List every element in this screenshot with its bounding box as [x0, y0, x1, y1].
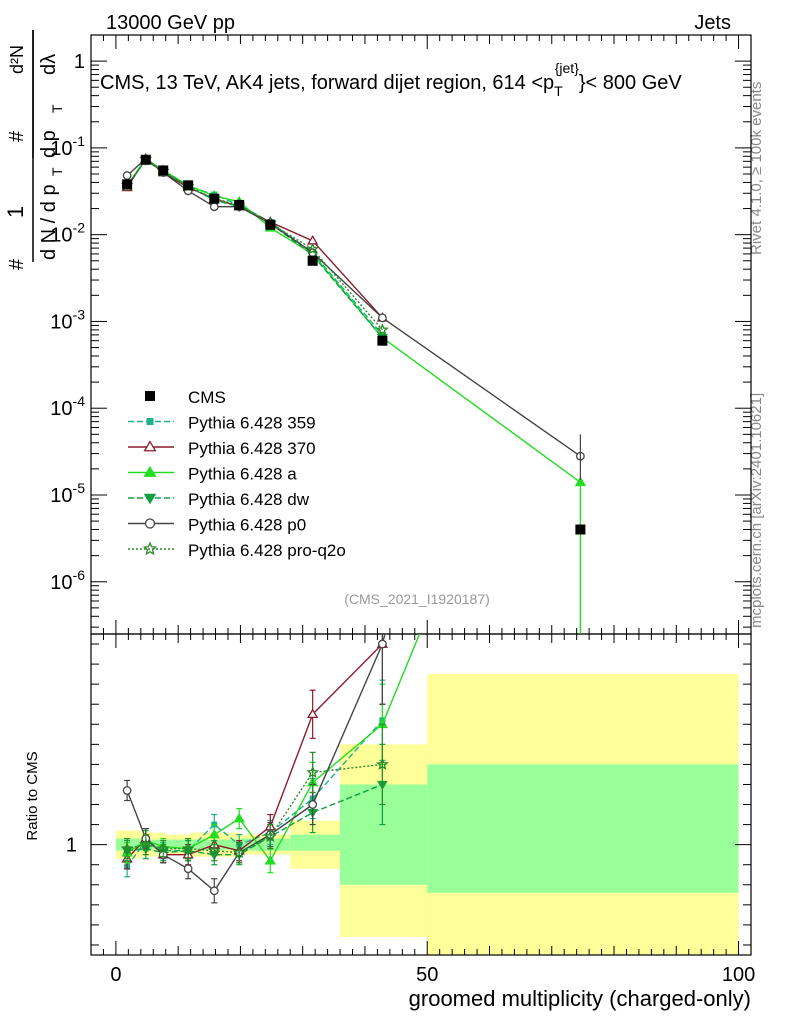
- header-right-label: Jets: [694, 12, 731, 34]
- legend-cms-marker: [145, 391, 155, 401]
- y-label-hash-2: #: [6, 130, 28, 142]
- ratio-marker-5: [232, 845, 246, 859]
- plot-title-sup: {jet}: [555, 60, 579, 76]
- cms-data-point: [140, 154, 151, 165]
- y-label-hash: #: [6, 258, 28, 270]
- y-label-T-2: T: [49, 104, 65, 113]
- ratio-marker-2: [264, 854, 276, 865]
- ratio-marker-2: [576, 238, 585, 246]
- ratio-marker-4: [122, 786, 132, 795]
- x-axis-label: groomed multiplicity (charged-only): [409, 986, 751, 1011]
- y-tick-label: 10-3: [50, 306, 85, 333]
- y-label-one: 1: [3, 206, 28, 218]
- legend-marker-2: [143, 465, 157, 477]
- mcplots-credit-label: mcplots.cern.ch [arXiv:2401.10621]: [748, 393, 765, 628]
- y-tick-label: 10-4: [50, 393, 85, 420]
- ratio-marker-5: [306, 765, 320, 778]
- series-marker-4: [377, 313, 387, 323]
- series-marker-4: [122, 171, 132, 180]
- series-marker-4: [209, 202, 219, 212]
- cms-data-point: [183, 180, 194, 191]
- x-tick-label: 0: [110, 964, 121, 986]
- y-tick-label: 10-5: [50, 480, 85, 507]
- ratio-marker-4: [183, 864, 193, 874]
- y-label-dpT: d p: [38, 130, 60, 158]
- cms-data-point: [158, 165, 169, 176]
- legend-label-4: Pythia 6.428 p0: [188, 516, 306, 535]
- ratio-marker-5: [181, 842, 195, 855]
- ratio-marker-1: [307, 708, 319, 719]
- ratio-band-stat-6: [340, 784, 428, 885]
- y-label-T: T: [49, 167, 65, 176]
- y-tick-label: 10-6: [50, 567, 85, 594]
- cms-data-point: [265, 219, 276, 230]
- analysis-watermark: (CMS_2021_I1920187): [344, 591, 490, 607]
- series-marker-5: [306, 242, 320, 255]
- header-left-label: 13000 GeV pp: [106, 12, 235, 34]
- x-tick-label: 100: [722, 964, 755, 986]
- ratio-y-tick-label: 1: [66, 835, 77, 857]
- cms-data-point: [575, 524, 586, 535]
- ratio-line-2: [126, 634, 421, 863]
- x-tick-label: 50: [416, 964, 438, 986]
- ratio-marker-5: [263, 829, 277, 843]
- y-tick-label: 10-1: [50, 133, 85, 160]
- legend-label-1: Pythia 6.428 370: [188, 439, 316, 458]
- plot-title: CMS, 13 TeV, AK4 jets, forward dijet reg…: [100, 60, 682, 99]
- legend-marker-5: [142, 541, 158, 556]
- plot-title-prefix: CMS, 13 TeV, AK4 jets, forward dijet reg…: [100, 72, 554, 94]
- cms-data-point: [377, 335, 388, 346]
- series-line-3: [126, 159, 383, 339]
- ratio-marker-5: [156, 842, 170, 855]
- legend-marker-4: [144, 518, 156, 529]
- ratio-y-axis-label: Ratio to CMS: [24, 751, 41, 840]
- ratio-marker-4: [308, 800, 318, 809]
- ratio-marker-5: [375, 757, 389, 770]
- legend-marker-0: [146, 418, 154, 425]
- legend-label-2: Pythia 6.428 a: [188, 465, 297, 484]
- series-line-0: [126, 157, 383, 336]
- series-line-4: [126, 157, 581, 457]
- ratio-plot-frame: [90, 633, 752, 956]
- ratio-band-stat-2: [165, 839, 191, 850]
- ratio-marker-5: [207, 843, 221, 857]
- y-tick-label: 10-2: [50, 220, 85, 247]
- plot-title-sub: T: [554, 83, 563, 99]
- cms-data-point: [122, 179, 133, 190]
- series-marker-5: [375, 323, 389, 336]
- ratio-marker-4: [377, 639, 387, 649]
- series-line-5: [126, 158, 383, 331]
- series-line-2: [126, 157, 581, 483]
- rivet-version-label: Rivet 4.1.0, ≥ 100k events: [748, 82, 765, 255]
- legend-label-3: Pythia 6.428 dw: [188, 490, 310, 509]
- legend-label-0: Pythia 6.428 359: [188, 414, 316, 433]
- cms-data-point: [234, 199, 245, 210]
- ratio-marker-2: [208, 828, 220, 839]
- ratio-band-stat-5: [290, 834, 341, 851]
- y-tick-label: 1: [74, 51, 85, 73]
- cms-data-point: [307, 255, 318, 266]
- ratio-marker-5: [120, 842, 134, 855]
- legend-marker-1: [143, 440, 157, 452]
- y-label-dlambda: dλ: [38, 54, 60, 75]
- legend-label-5: Pythia 6.428 pro-q2o: [188, 541, 346, 560]
- ratio-marker-2: [233, 812, 245, 823]
- ratio-line-3: [127, 783, 383, 856]
- legend-marker-3: [143, 493, 157, 505]
- cms-data-point: [209, 193, 220, 204]
- ratio-marker-4: [209, 886, 219, 896]
- y-label-dN: d N / d p: [38, 184, 60, 260]
- ratio-marker-5: [139, 838, 153, 851]
- legend-label-cms: CMS: [188, 388, 226, 407]
- series-line-1: [126, 157, 383, 319]
- plot-title-suffix: }< 800 GeV: [579, 72, 683, 94]
- ratio-band-stat-7: [427, 764, 739, 893]
- y-axis-label: # 1 d N / d p T # d²N d p T dλ: [3, 30, 65, 270]
- y-label-d2N: d²N: [7, 45, 27, 74]
